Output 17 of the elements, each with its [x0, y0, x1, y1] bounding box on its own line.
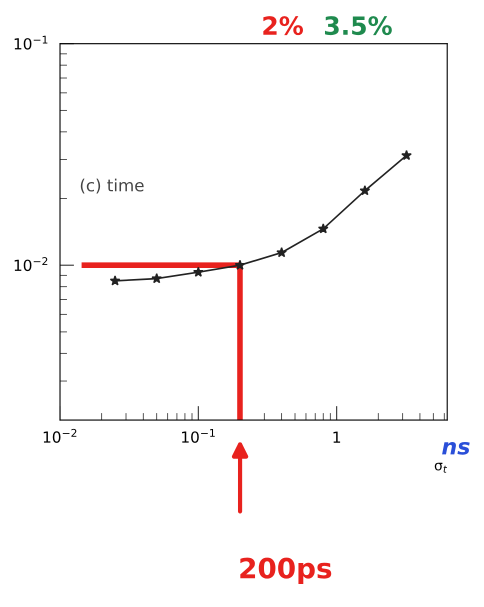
point	[276, 247, 287, 258]
x-axis-title: σ$_{t}$	[434, 462, 448, 473]
x-tick-label: 10$^{−2}$	[44, 428, 76, 443]
x-tick-label: 10$^{−1}$	[182, 429, 215, 443]
point	[318, 223, 329, 234]
point	[151, 273, 162, 284]
point	[193, 266, 204, 277]
point	[234, 260, 246, 270]
annotation: (c) time	[80, 178, 144, 194]
text: ns	[442, 442, 470, 455]
point	[110, 275, 120, 286]
text: 200ps	[240, 558, 332, 584]
point	[360, 185, 370, 196]
point	[401, 150, 412, 160]
text: 3.5%	[324, 16, 392, 36]
x-tick-label: 1	[333, 432, 340, 443]
text: 2%	[263, 16, 304, 36]
